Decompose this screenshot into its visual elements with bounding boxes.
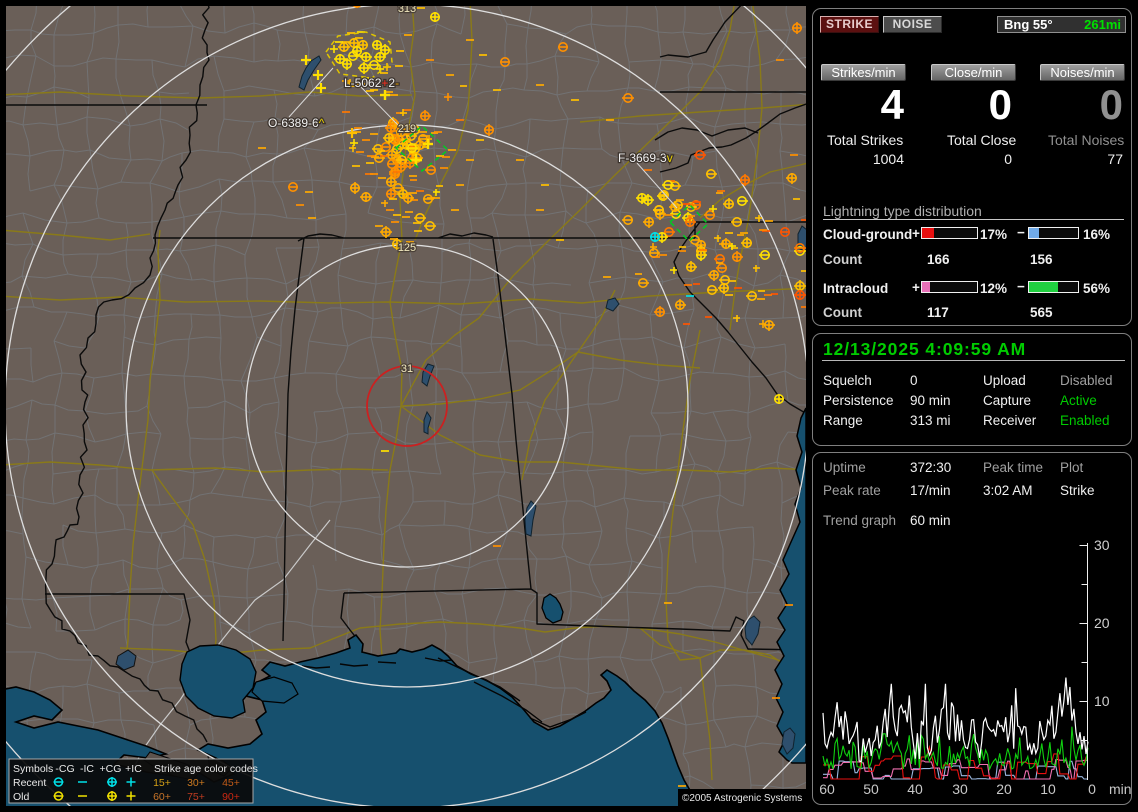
svg-text:75+: 75+ [187,791,205,803]
svg-text:60+: 60+ [153,791,171,803]
svg-text:Old: Old [13,791,30,803]
svg-text:+CG: +CG [100,763,122,775]
svg-text:-CG: -CG [55,763,74,775]
svg-text:20: 20 [1094,615,1110,631]
svg-text:-IC: -IC [80,763,94,775]
svg-text:125: 125 [398,242,416,254]
svg-text:F-3669-3v: F-3669-3v [618,151,673,165]
svg-text:30+: 30+ [187,777,205,789]
svg-text:45+: 45+ [222,777,240,789]
svg-text:15+: 15+ [153,777,171,789]
svg-text:min: min [1109,781,1131,797]
svg-text:30: 30 [1094,537,1110,553]
svg-text:10: 10 [1094,693,1110,709]
svg-text:60: 60 [819,781,835,797]
svg-text:50: 50 [863,781,879,797]
svg-text:90+: 90+ [222,791,240,803]
svg-text:L-5062+2-: L-5062+2- [344,76,399,90]
svg-text:40: 40 [907,781,923,797]
svg-text:O-6389-6^: O-6389-6^ [268,116,325,130]
svg-text:10: 10 [1040,781,1056,797]
svg-text:20: 20 [996,781,1012,797]
svg-text:219: 219 [398,123,416,135]
svg-text:313: 313 [398,6,416,15]
svg-text:0: 0 [1088,781,1096,797]
svg-text:©2005 Astrogenic Systems: ©2005 Astrogenic Systems [682,793,802,804]
svg-text:Symbols: Symbols [13,763,53,775]
svg-text:+IC: +IC [125,763,142,775]
svg-text:31: 31 [401,363,413,375]
svg-text:Recent: Recent [13,777,46,789]
svg-text:30: 30 [952,781,968,797]
svg-text:Strike age color codes: Strike age color codes [154,763,258,775]
